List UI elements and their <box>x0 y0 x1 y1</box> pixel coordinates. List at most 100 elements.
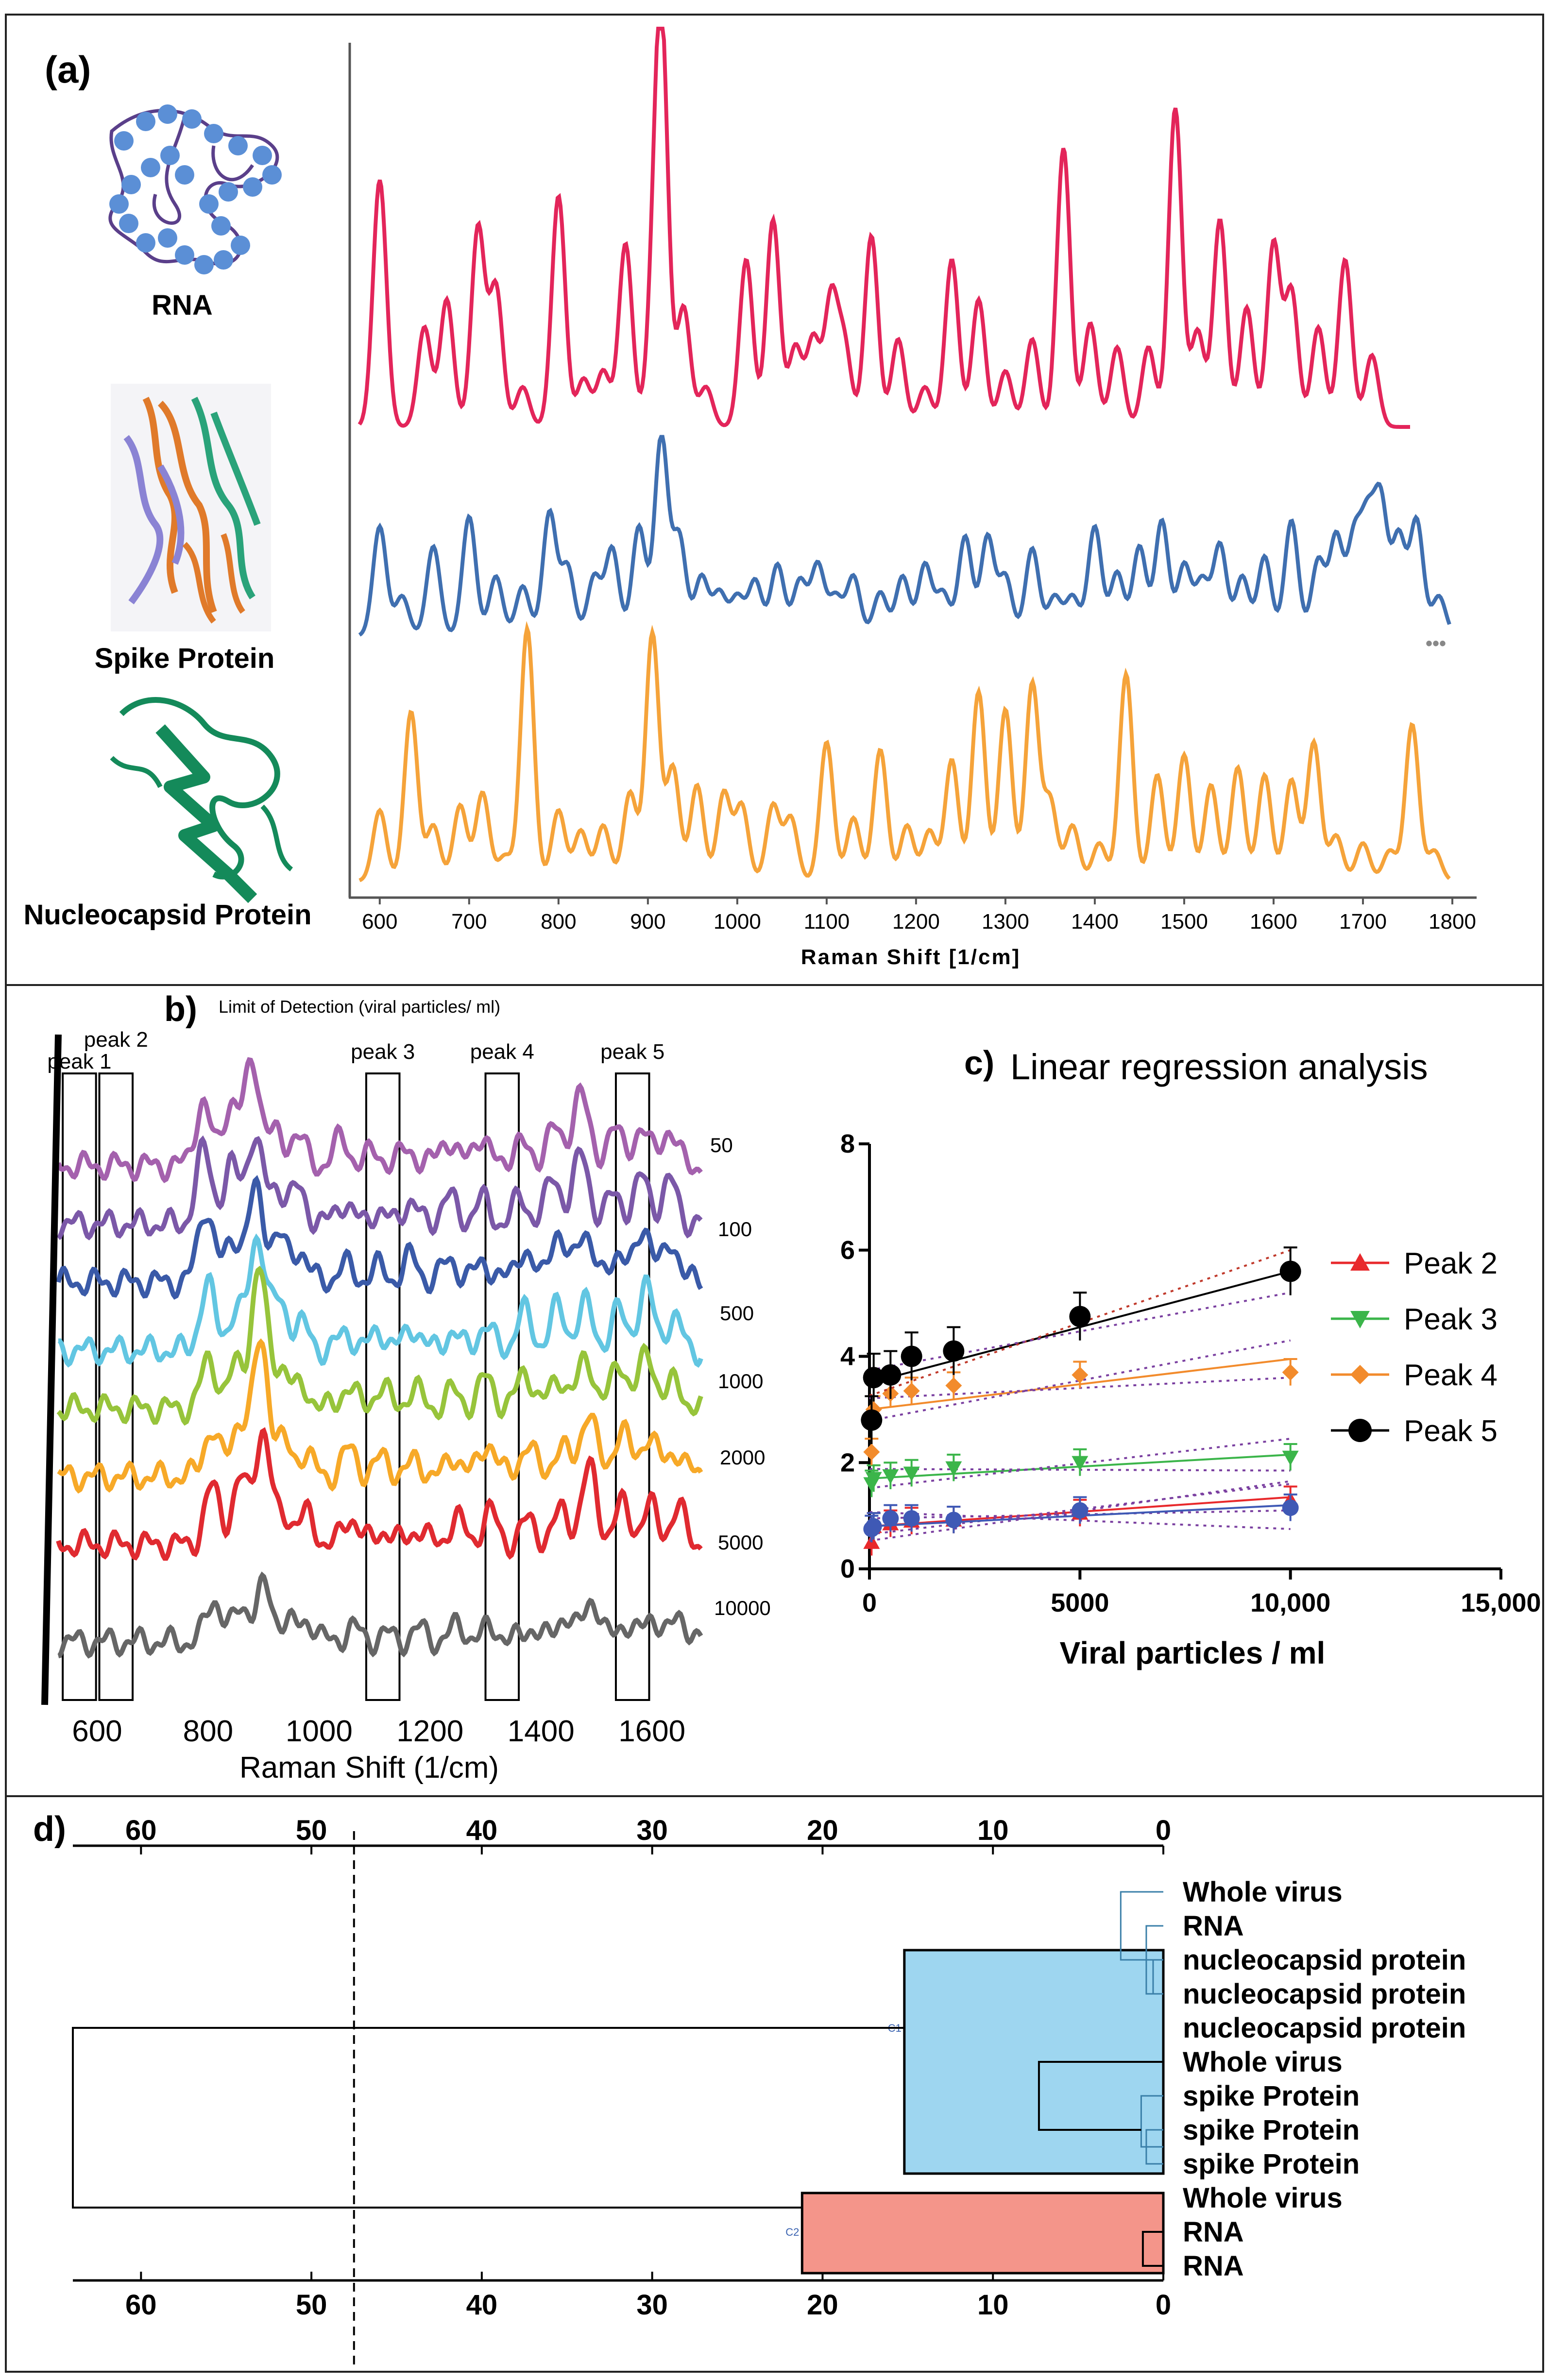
tick-label: 600 <box>72 1715 122 1748</box>
tick-label: 900 <box>630 910 665 934</box>
tick-label: 60 <box>125 2289 157 2321</box>
leaf-label: RNA <box>1183 2216 1244 2248</box>
tick-label: 50 <box>296 1815 327 1846</box>
rna-dot <box>228 136 248 155</box>
data-point <box>943 1340 965 1362</box>
concentration-label: 10000 <box>714 1597 771 1619</box>
tick-label: 1100 <box>804 910 850 934</box>
panel-c-x-axis-title: Viral particles / ml <box>1060 1635 1326 1670</box>
spectrum-50 <box>56 1057 703 1183</box>
tick-label: 60 <box>125 1815 157 1846</box>
rna-dot <box>262 165 282 185</box>
tick-label: 1600 <box>1250 910 1297 934</box>
data-point <box>1072 1366 1089 1383</box>
panel-c-x-ticks: 0 5000 10,000 15,000 <box>862 1569 1541 1617</box>
legend-label-peak-4: Peak 4 <box>1404 1359 1498 1392</box>
tick-label: 1000 <box>286 1715 353 1748</box>
dendrogram-link <box>1141 2231 1163 2267</box>
spectrum-5000 <box>57 1338 703 1494</box>
tick-label: 700 <box>451 910 487 934</box>
tick-label: 600 <box>362 910 397 934</box>
rna-dot <box>211 216 231 236</box>
leaf-label: Whole virus <box>1183 2046 1343 2078</box>
tick-label: 0 <box>1156 2289 1171 2321</box>
panel-d-bottom-ticks: 60 50 40 30 20 10 0 <box>125 2272 1171 2321</box>
concentration-label: 5000 <box>718 1531 763 1554</box>
rna-dot <box>253 146 272 165</box>
leaf-label: RNA <box>1183 2250 1244 2282</box>
legend-label-peak-5: Peak 5 <box>1404 1414 1498 1448</box>
rna-dot <box>109 194 129 214</box>
peak-label: peak 3 <box>351 1040 415 1064</box>
data-point <box>882 1510 899 1527</box>
tick-label: 40 <box>466 1815 498 1846</box>
rna-dot <box>136 112 155 131</box>
data-point <box>1072 1502 1089 1519</box>
data-point <box>863 1444 880 1461</box>
panel-b-peak-labels: peak 1 peak 2 peak 3 peak 4 peak 5 <box>47 1028 664 1073</box>
tick-label: 40 <box>466 2289 498 2321</box>
tick-label: 10 <box>977 2289 1009 2321</box>
panel-a-label: (a) <box>45 48 91 91</box>
rna-dot <box>214 250 233 270</box>
spectrum-500 <box>56 1175 703 1300</box>
tick-label: 20 <box>807 2289 838 2321</box>
leaf-label: spike Protein <box>1183 2080 1360 2112</box>
tick-label: 1000 <box>714 910 761 934</box>
rna-dot <box>119 214 138 233</box>
panel-d-dendrogram: C1 C2 <box>72 1831 1165 2365</box>
tick-label: 0 <box>1156 1815 1171 1846</box>
series-blue <box>863 1480 1299 1543</box>
tick-label: 20 <box>807 1815 838 1846</box>
tick-label: 1700 <box>1339 910 1387 934</box>
data-point <box>945 1512 962 1529</box>
panel-b-x-axis-title: Raman Shift (1/cm) <box>239 1751 499 1785</box>
rna-dot <box>158 228 177 248</box>
tick-label: 10,000 <box>1250 1588 1330 1617</box>
rna-dot <box>194 255 214 274</box>
spectrum-rna <box>357 27 1410 429</box>
data-point <box>861 1409 883 1431</box>
panel-b-label: b) <box>164 990 197 1029</box>
panel-b-peak-boxes <box>62 1072 650 1701</box>
dendrogram-links <box>72 1891 1163 2267</box>
peak-label: peak 4 <box>470 1040 534 1064</box>
tick-label: 1400 <box>508 1715 575 1748</box>
rna-molecule-icon <box>108 104 282 274</box>
panel-d-top-ticks: 60 50 40 30 20 10 0 <box>125 1815 1171 1854</box>
data-point <box>1069 1306 1091 1327</box>
peak-label: peak 2 <box>84 1028 148 1052</box>
spectrum-10000 <box>56 1427 703 1561</box>
leaf-label: Whole virus <box>1183 1876 1343 1908</box>
cluster-c2-label: C2 <box>785 2226 799 2238</box>
nucleocapsid-protein-label: Nucleocapsid Protein <box>23 899 311 931</box>
data-point <box>901 1345 922 1367</box>
tick-label: 0 <box>862 1588 877 1617</box>
data-point <box>945 1461 962 1477</box>
panel-d-leaf-labels: Whole virus RNA nucleocapsid protein nuc… <box>1183 1876 1466 2282</box>
data-point <box>1350 1365 1370 1384</box>
ellipsis-icon: ••• <box>1426 633 1446 654</box>
series-peak-4 <box>863 1339 1299 1465</box>
series-peak-3 <box>863 1438 1299 1497</box>
tick-label: 1300 <box>982 910 1029 934</box>
data-point <box>903 1382 920 1399</box>
panel-a-x-ticks: 600 700 800 900 1000 1100 1200 1300 1400… <box>362 898 1476 934</box>
panel-c-legend: Peak 2 Peak 3 Peak 4 Peak 5 <box>1331 1247 1498 1448</box>
tick-label: 15,000 <box>1461 1588 1541 1617</box>
leaf-label: spike Protein <box>1183 2148 1360 2180</box>
spectrum-nucleocapsid-protein <box>358 621 1451 883</box>
rna-dot <box>219 182 238 202</box>
rna-dot <box>175 245 194 265</box>
concentration-label: 2000 <box>720 1446 765 1469</box>
data-point <box>1282 1499 1299 1516</box>
peak-box <box>62 1072 97 1701</box>
tick-label: 6 <box>840 1236 855 1265</box>
data-point <box>945 1377 962 1394</box>
concentration-label: 100 <box>718 1218 752 1241</box>
tick-label: 1800 <box>1429 910 1476 934</box>
rna-dot <box>182 109 202 129</box>
tick-label: 8 <box>840 1129 855 1158</box>
rna-dot <box>199 194 219 214</box>
spike-protein-icon <box>111 384 271 631</box>
